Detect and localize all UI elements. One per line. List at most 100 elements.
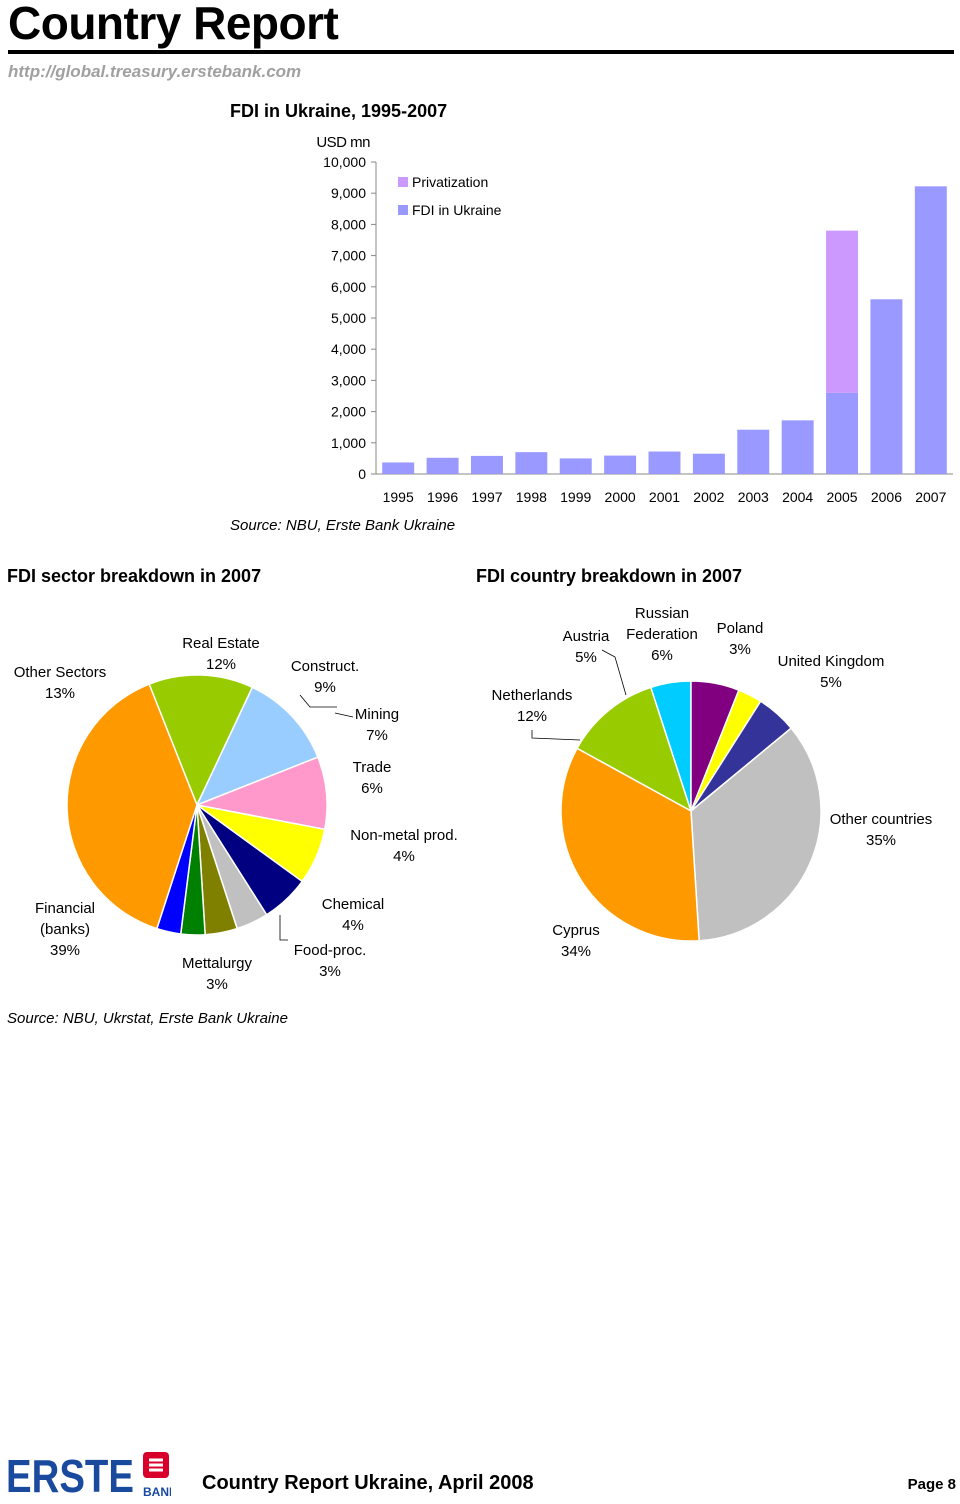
country-slice-label: United Kingdom <box>778 653 885 670</box>
x-tick-label: 1999 <box>560 489 591 505</box>
sector-slice-label: Construct. <box>291 658 359 675</box>
legend-swatch <box>398 177 408 187</box>
country-slice-label: Netherlands <box>492 687 573 704</box>
bar-fdi-1998 <box>515 452 548 474</box>
country-slice-label: 3% <box>729 641 751 658</box>
country-slice-label: 34% <box>561 943 591 960</box>
sector-slice <box>148 674 254 807</box>
sector-slice-label: 7% <box>366 727 388 744</box>
sector-slice-label: 4% <box>342 917 364 934</box>
bar-fdi-1997 <box>470 455 503 474</box>
sector-pie-chart: Other Sectors 13% Real Estate 12% Construct.… <box>14 635 458 993</box>
x-tick-label: 2002 <box>693 489 724 505</box>
sector-slice-label: Trade <box>353 759 392 776</box>
header-url-link[interactable]: http://global.treasury.erstebank.com <box>8 62 302 81</box>
bar-fdi-1999 <box>559 458 592 474</box>
country-chart-title: FDI country breakdown in 2007 <box>476 566 743 586</box>
x-tick-label: 2003 <box>738 489 769 505</box>
x-tick-label: 1998 <box>516 489 547 505</box>
legend-swatch <box>398 205 408 215</box>
sector-slice <box>66 683 198 930</box>
x-tick-label: 2004 <box>782 489 813 505</box>
bar-fdi-2004 <box>781 420 814 474</box>
logo-s-symbol-icon <box>143 1452 169 1478</box>
y-tick-label: 8,000 <box>331 216 366 232</box>
x-tick-label: 1997 <box>471 489 502 505</box>
sector-slice-label: 6% <box>361 780 383 797</box>
y-tick-label: 7,000 <box>331 248 366 264</box>
country-pie-chart: Netherlands 12% Austria 5% Russian Federation… <box>492 605 933 960</box>
x-tick-label: 1995 <box>383 489 414 505</box>
y-tick-label: 3,000 <box>331 372 366 388</box>
bar-fdi-2003 <box>737 429 770 474</box>
sector-slice-label: Real Estate <box>182 635 260 652</box>
country-leader-line <box>531 730 581 741</box>
x-tick-label: 2000 <box>605 489 636 505</box>
erste-bank-logo: ERSTE BANK <box>6 1450 171 1500</box>
y-tick-label: 4,000 <box>331 341 366 357</box>
country-slice <box>560 747 700 942</box>
legend-label: FDI in Ukraine <box>412 202 502 218</box>
legend-label: Privatization <box>412 174 488 190</box>
sector-slice-label: Food-proc. <box>294 942 367 959</box>
sector-slice-label: 9% <box>314 679 336 696</box>
page-number: Page 8 <box>907 1476 956 1493</box>
sector-slice-label: Non-metal prod. <box>350 827 458 844</box>
fdi-chart-source: Source: NBU, Erste Bank Ukraine <box>230 517 456 534</box>
bar-privatization-2005 <box>826 230 859 393</box>
fdi-chart-title: FDI in Ukraine, 1995-2007 <box>230 101 448 121</box>
y-tick-label: 10,000 <box>323 154 366 170</box>
y-tick-label: 9,000 <box>331 185 366 201</box>
bar-fdi-1995 <box>382 462 415 474</box>
x-tick-label: 1996 <box>427 489 458 505</box>
sector-leader-line <box>334 712 354 718</box>
logo-sub-text: BANK <box>143 1485 171 1499</box>
bar-fdi-1996 <box>426 457 459 474</box>
bar-fdi-2007 <box>914 186 947 474</box>
sector-slice-label: Other Sectors <box>14 664 107 681</box>
x-tick-label: 2005 <box>826 489 857 505</box>
page-title: Country Report <box>8 0 339 49</box>
bar-fdi-2000 <box>604 455 637 474</box>
country-slice-label: Cyprus <box>552 922 600 939</box>
bar-fdi-2001 <box>648 451 681 474</box>
sector-slice-label: Chemical <box>322 896 385 913</box>
x-tick-label: 2001 <box>649 489 680 505</box>
bar-fdi-2006 <box>870 299 903 474</box>
country-slice-label: 5% <box>575 649 597 666</box>
sector-leader-line <box>299 694 337 708</box>
country-slice-label: 6% <box>651 647 673 664</box>
y-tick-label: 0 <box>358 466 366 482</box>
sector-slice-label: Financial <box>35 900 95 917</box>
country-slice-label: 35% <box>866 832 896 849</box>
header-divider <box>8 50 954 54</box>
country-slice-label: Federation <box>626 626 698 643</box>
country-slice <box>690 727 822 942</box>
sector-slice-label: Mining <box>355 706 399 723</box>
country-slice-label: Russian <box>635 605 689 622</box>
sector-slice-label: 3% <box>206 976 228 993</box>
sector-slice-label: 12% <box>206 656 236 673</box>
y-tick-label: 1,000 <box>331 435 366 451</box>
sector-slice-label: 3% <box>319 963 341 980</box>
country-leader-line <box>601 649 627 696</box>
footer-report-title: Country Report Ukraine, April 2008 <box>202 1472 534 1494</box>
sector-slice-label: Mettalurgy <box>182 955 253 972</box>
sector-chart-source: Source: NBU, Ukrstat, Erste Bank Ukraine <box>7 1010 288 1027</box>
country-slice-label: Austria <box>563 628 610 645</box>
sector-slice-label: 39% <box>50 942 80 959</box>
sector-slice-label: 13% <box>45 685 75 702</box>
y-axis-unit-label: USD mn <box>316 134 370 151</box>
y-tick-label: 6,000 <box>331 279 366 295</box>
bar-fdi-2002 <box>692 453 725 474</box>
country-slice-label: 5% <box>820 674 842 691</box>
x-tick-label: 2006 <box>871 489 902 505</box>
x-tick-label: 2007 <box>915 489 946 505</box>
y-tick-label: 5,000 <box>331 310 366 326</box>
sector-leader-line <box>279 915 288 941</box>
sector-slice <box>195 686 319 807</box>
country-slice-label: Other countries <box>830 811 933 828</box>
country-slice-label: 12% <box>517 708 547 725</box>
y-tick-label: 2,000 <box>331 404 366 420</box>
sector-slice-label: (banks) <box>40 921 90 938</box>
